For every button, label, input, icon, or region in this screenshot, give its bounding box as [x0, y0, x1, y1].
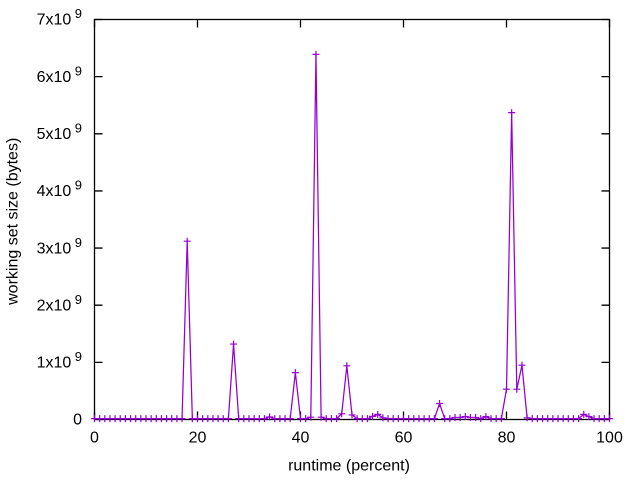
svg-text:20: 20 — [189, 430, 207, 447]
svg-text:0: 0 — [73, 412, 82, 429]
svg-text:runtime (percent): runtime (percent) — [288, 458, 410, 475]
svg-text:60: 60 — [395, 430, 413, 447]
svg-text:80: 80 — [498, 430, 516, 447]
svg-text:40: 40 — [292, 430, 310, 447]
svg-text:working set size (bytes): working set size (bytes) — [5, 138, 22, 306]
svg-text:0: 0 — [90, 430, 99, 447]
svg-text:100: 100 — [596, 430, 623, 447]
